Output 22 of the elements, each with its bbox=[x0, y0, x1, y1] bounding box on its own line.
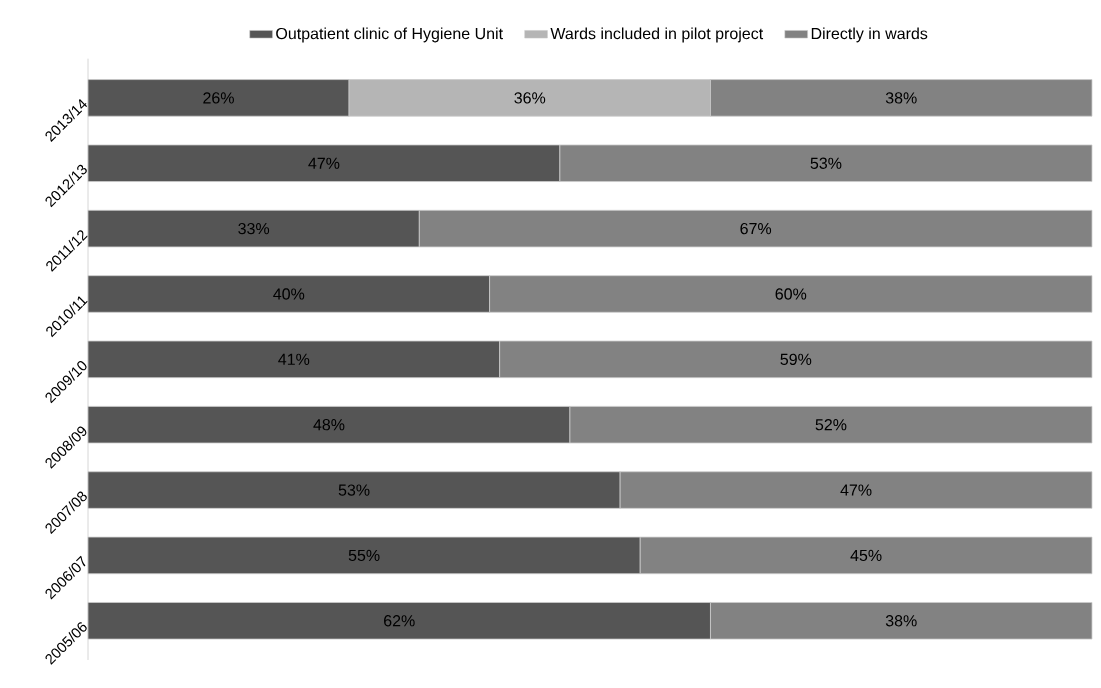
legend-label: Directly in wards bbox=[811, 27, 928, 43]
data-label: 47% bbox=[840, 484, 872, 496]
data-label: 55% bbox=[348, 549, 380, 562]
data-label: 33% bbox=[238, 222, 270, 235]
legend-label: Wards included in pilot project bbox=[550, 27, 764, 43]
data-label: 45% bbox=[850, 549, 882, 562]
data-label: 38% bbox=[885, 615, 917, 627]
legend-label: Outpatient clinic of Hygiene Unit bbox=[276, 27, 503, 43]
data-label: 52% bbox=[815, 419, 847, 431]
data-label: 53% bbox=[338, 484, 370, 496]
data-label: 48% bbox=[313, 419, 345, 431]
data-label: 41% bbox=[278, 353, 310, 365]
data-label: 59% bbox=[780, 353, 812, 365]
data-label: 26% bbox=[203, 92, 234, 104]
data-label: 40% bbox=[273, 288, 305, 300]
data-label: 36% bbox=[514, 92, 546, 104]
data-label: 60% bbox=[775, 288, 807, 300]
data-label: 47% bbox=[308, 157, 340, 169]
data-label: 38% bbox=[885, 92, 917, 104]
data-label: 53% bbox=[810, 157, 842, 169]
data-label: 62% bbox=[384, 615, 415, 627]
data-label: 67% bbox=[740, 222, 772, 235]
